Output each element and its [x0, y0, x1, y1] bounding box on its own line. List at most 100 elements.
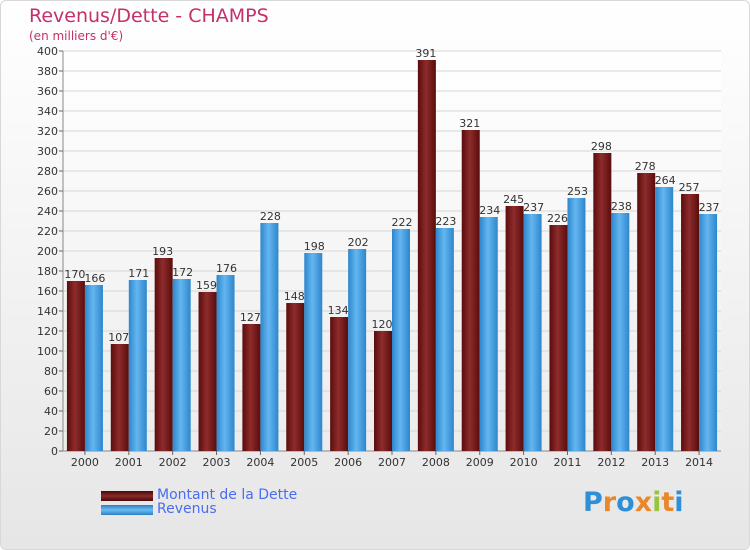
bar-revenus	[655, 187, 674, 451]
proxiti-logo: Proxiti	[583, 487, 684, 518]
value-label-dette: 127	[240, 311, 261, 324]
y-tick-label: 380	[37, 65, 58, 78]
value-label-revenus: 202	[348, 236, 369, 249]
x-tick-label: 2000	[71, 456, 99, 469]
bar-revenus	[567, 198, 586, 451]
logo-letter: i	[674, 487, 684, 518]
value-label-dette: 134	[328, 304, 349, 317]
value-label-dette: 321	[459, 117, 480, 130]
bar-revenus	[304, 253, 323, 451]
y-tick-label: 0	[51, 445, 58, 458]
y-tick-label: 280	[37, 165, 58, 178]
legend-swatch-dette	[101, 491, 153, 501]
bar-revenus	[392, 229, 410, 451]
x-tick-label: 2001	[115, 456, 143, 469]
bar-dette	[461, 130, 480, 451]
y-tick-label: 80	[44, 365, 58, 378]
x-tick-label: 2013	[641, 456, 669, 469]
logo-letter: t	[661, 487, 675, 518]
value-label-dette: 107	[108, 331, 129, 344]
y-tick-label: 100	[37, 345, 58, 358]
bar-revenus	[172, 279, 191, 451]
value-label-revenus: 166	[84, 272, 105, 285]
bar-revenus	[435, 228, 454, 451]
bar-dette	[681, 194, 700, 451]
bar-dette	[330, 317, 349, 451]
bar-dette	[110, 344, 129, 451]
y-tick-label: 300	[37, 145, 58, 158]
bar-dette	[637, 173, 656, 451]
bar-revenus	[128, 280, 147, 451]
bar-dette	[286, 303, 305, 451]
value-label-dette: 278	[635, 160, 656, 173]
value-label-revenus: 228	[260, 210, 281, 223]
value-label-revenus: 222	[392, 216, 413, 229]
bar-revenus	[84, 285, 103, 451]
value-label-dette: 391	[415, 47, 436, 60]
bar-revenus	[260, 223, 279, 451]
chart-title: Revenus/Dette - CHAMPS	[29, 5, 269, 27]
bar-dette	[374, 331, 392, 451]
value-label-dette: 226	[547, 212, 568, 225]
bar-revenus	[611, 213, 630, 451]
bar-revenus	[699, 214, 718, 451]
value-label-revenus: 198	[304, 240, 325, 253]
value-label-revenus: 176	[216, 262, 237, 275]
y-tick-label: 120	[37, 325, 58, 338]
value-label-revenus: 172	[172, 266, 193, 279]
y-tick-label: 360	[37, 85, 58, 98]
y-tick-label: 260	[37, 185, 58, 198]
logo-letter: x	[634, 487, 653, 518]
bar-dette	[505, 206, 524, 451]
y-tick-label: 400	[37, 45, 58, 58]
value-label-revenus: 253	[567, 185, 588, 198]
bar-dette	[549, 225, 568, 451]
value-label-dette: 148	[284, 290, 305, 303]
bar-dette	[66, 281, 85, 451]
y-tick-label: 200	[37, 245, 58, 258]
value-label-dette: 120	[372, 318, 393, 331]
y-tick-label: 340	[37, 105, 58, 118]
logo-letter: r	[602, 487, 617, 518]
value-label-revenus: 238	[611, 200, 632, 213]
bar-revenus	[216, 275, 235, 451]
y-tick-label: 180	[37, 265, 58, 278]
logo-letter: o	[616, 487, 635, 518]
value-label-revenus: 237	[523, 201, 544, 214]
bar-dette	[198, 292, 217, 451]
y-tick-label: 60	[44, 385, 58, 398]
value-label-dette: 193	[152, 245, 173, 258]
y-tick-label: 160	[37, 285, 58, 298]
bar-revenus	[348, 249, 367, 451]
y-tick-label: 240	[37, 205, 58, 218]
legend-label-dette: Montant de la Dette	[157, 487, 298, 503]
x-tick-label: 2008	[422, 456, 450, 469]
value-label-revenus: 234	[479, 204, 500, 217]
y-tick-label: 220	[37, 225, 58, 238]
bar-revenus	[479, 217, 498, 451]
y-tick-label: 40	[44, 405, 58, 418]
value-label-dette: 170	[64, 268, 85, 281]
bar-dette	[593, 153, 612, 451]
bar-dette	[417, 60, 436, 451]
chart-subtitle: (en milliers d'€)	[29, 29, 124, 43]
value-label-dette: 257	[679, 181, 700, 194]
y-tick-label: 20	[44, 425, 58, 438]
x-tick-label: 2012	[597, 456, 625, 469]
x-tick-label: 2003	[203, 456, 231, 469]
value-label-revenus: 264	[655, 174, 676, 187]
x-tick-label: 2009	[466, 456, 494, 469]
x-tick-label: 2002	[159, 456, 187, 469]
value-label-dette: 298	[591, 140, 612, 153]
x-tick-label: 2006	[334, 456, 362, 469]
bar-dette	[242, 324, 261, 451]
bar-revenus	[523, 214, 542, 451]
x-tick-label: 2014	[685, 456, 713, 469]
value-label-revenus: 237	[699, 201, 720, 214]
logo-letter: P	[583, 487, 603, 518]
bar-dette	[154, 258, 173, 451]
legend-swatch-revenus	[101, 505, 153, 515]
y-tick-label: 320	[37, 125, 58, 138]
x-tick-label: 2005	[290, 456, 318, 469]
